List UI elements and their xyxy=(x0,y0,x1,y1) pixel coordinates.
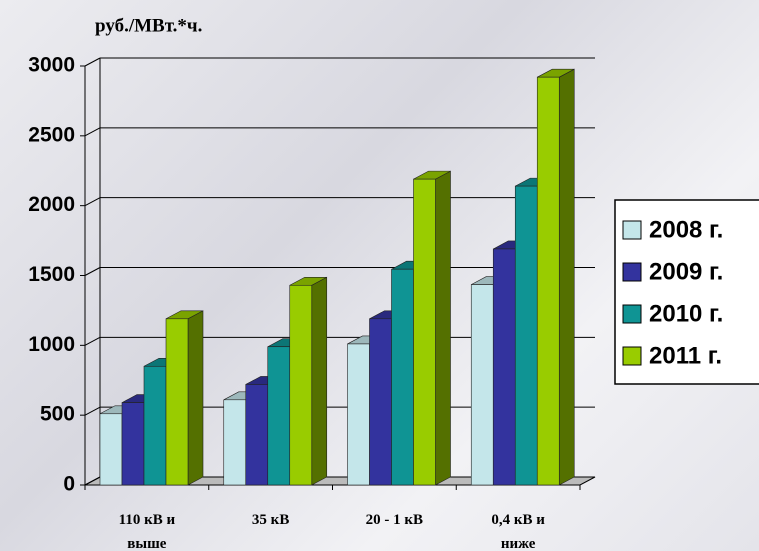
grid-side xyxy=(84,197,101,207)
bar-front xyxy=(391,268,414,486)
bar-front xyxy=(165,318,189,486)
grid-side xyxy=(84,476,101,486)
x-tick-label: 35 кВ xyxy=(251,512,290,528)
bar-front xyxy=(143,365,167,486)
bar xyxy=(289,276,328,486)
bar-side xyxy=(558,68,575,486)
bar-front xyxy=(223,399,247,486)
bar-front xyxy=(347,343,370,486)
bar-front xyxy=(99,413,123,486)
y-tick-label: 1500 xyxy=(28,263,75,286)
y-tick-label: 3000 xyxy=(28,54,75,77)
bar-front xyxy=(289,284,313,486)
grid-side xyxy=(84,127,101,137)
bar-front xyxy=(245,384,269,486)
x-tick-label: 20 - 1 кВ xyxy=(365,512,424,528)
legend-label: 2010 г. xyxy=(649,300,723,327)
legend-swatch xyxy=(622,346,642,366)
legend-label: 2008 г. xyxy=(649,216,723,243)
bar-side xyxy=(311,276,328,486)
legend-label: 2011 г. xyxy=(649,342,722,369)
grid-side xyxy=(84,406,101,416)
bar-front xyxy=(492,248,516,486)
x-tick-label: 110 кВ и выше xyxy=(118,512,176,551)
grid-side xyxy=(84,57,101,67)
bar xyxy=(536,68,575,486)
grid-side xyxy=(84,267,101,276)
bar-front xyxy=(121,402,145,486)
y-tick-label: 500 xyxy=(40,403,75,426)
bar xyxy=(413,170,451,486)
legend-swatch xyxy=(622,262,642,282)
legend-swatch xyxy=(622,220,642,240)
grid-side xyxy=(84,336,101,346)
bar-front xyxy=(267,346,291,486)
bar-front xyxy=(470,284,494,486)
legend-swatch xyxy=(622,304,642,324)
bar xyxy=(165,310,204,486)
bar-side xyxy=(435,170,451,486)
bar-side xyxy=(187,310,204,486)
bar-front xyxy=(413,178,436,486)
y-tick-label: 2000 xyxy=(28,193,75,216)
y-axis-label: руб./МВт.*ч. xyxy=(95,15,202,36)
bar-front xyxy=(369,318,392,486)
bar-front xyxy=(514,185,538,486)
bar-front xyxy=(536,76,560,486)
legend-label: 2009 г. xyxy=(649,258,723,285)
x-tick-label: 0,4 кВ и ниже xyxy=(491,512,545,551)
y-tick-label: 2500 xyxy=(28,123,75,146)
y-tick-label: 1000 xyxy=(28,333,75,356)
y-tick-label: 0 xyxy=(63,473,75,496)
